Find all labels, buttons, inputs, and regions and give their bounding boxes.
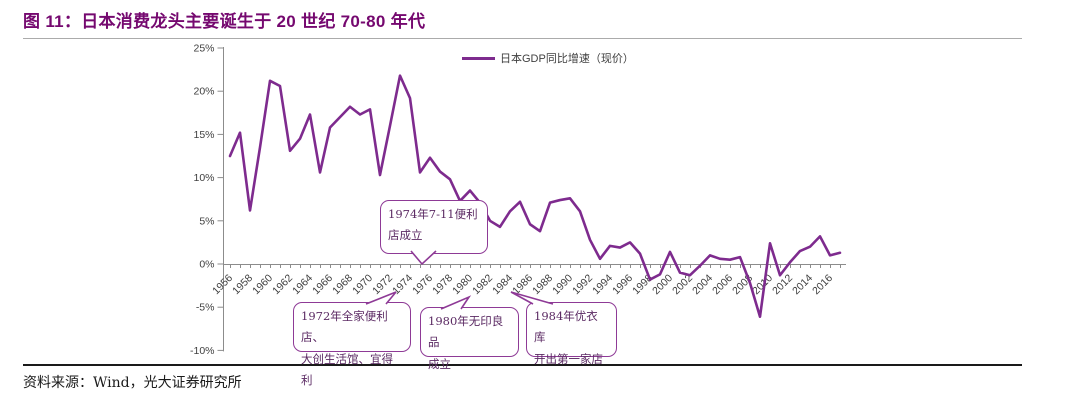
callout-text-line: 1974年7-11便利 <box>388 207 478 221</box>
x-axis-tick-label: 2006 <box>710 272 735 297</box>
y-axis-tick-label: 25% <box>193 43 214 55</box>
callout-1974-seven-eleven: 1974年7-11便利 店成立 <box>380 200 488 265</box>
y-axis-tick-label: 5% <box>199 215 214 227</box>
callout-1972-familymart-daiso-nitori: 1972年全家便利店、 大创生活馆、宜得利 <box>293 290 411 387</box>
callout-tail-up-right-icon <box>365 290 397 305</box>
source-divider <box>23 364 1022 366</box>
title-divider <box>23 38 1022 39</box>
y-axis-tick-label: -5% <box>196 302 215 314</box>
y-axis-tick-label: 0% <box>199 259 214 271</box>
x-axis-tick-label: 1976 <box>410 272 435 297</box>
x-axis-tick-label: 1982 <box>470 272 495 297</box>
x-axis-tick-label: 1958 <box>230 272 255 297</box>
callout-text-line: 1984年优衣库 <box>534 309 598 345</box>
legend-line-swatch <box>462 56 495 60</box>
x-axis-tick-label: 2016 <box>810 272 835 297</box>
callout-tail-up-left-icon <box>510 290 554 305</box>
chart-legend: 日本GDP同比增速（现价） <box>462 50 634 66</box>
x-axis-tick-label: 1962 <box>270 272 295 297</box>
legend-label: 日本GDP同比增速（现价） <box>500 53 634 65</box>
x-axis-tick-label: 1960 <box>250 272 275 297</box>
callout-1980-muji: 1980年无印良品 成立 <box>420 294 519 371</box>
gdp-growth-line-series <box>228 74 842 319</box>
x-axis-tick-label: 1992 <box>570 272 595 297</box>
callout-text-line: 店成立 <box>388 228 423 243</box>
figure-title: 图 11：日本消费龙头主要诞生于 20 世纪 70-80 年代 <box>23 12 426 31</box>
callout-text-line: 1972年全家便利店、 <box>301 309 388 345</box>
source-note: 资料来源：Wind，光大证券研究所 <box>23 375 242 391</box>
x-axis-tick-label: 1968 <box>330 272 355 297</box>
callout-text-line: 开出第一家店 <box>534 351 603 366</box>
callout-text-line: 1980年无印良品 <box>428 314 504 350</box>
callout-text-line: 大创生活馆、宜得利 <box>301 351 393 387</box>
x-axis-tick-label: 1978 <box>430 272 455 297</box>
x-axis-tick-label: 2000 <box>650 272 675 297</box>
callout-tail-down-icon <box>410 249 437 265</box>
y-axis-tick-label: 20% <box>193 86 214 98</box>
callout-tail-up-right-icon <box>440 294 472 310</box>
x-axis-tick-label: 1956 <box>210 272 235 297</box>
x-axis-tick-label: 1998 <box>630 272 655 297</box>
x-axis-tick-label: 1966 <box>310 272 335 297</box>
x-axis-tick-label: 1994 <box>590 272 615 297</box>
callout-text-line: 成立 <box>428 356 451 371</box>
x-axis-tick-label: 1996 <box>610 272 635 297</box>
x-axis-tick-label: 2014 <box>790 272 815 297</box>
x-axis-tick-label: 2012 <box>770 272 795 297</box>
x-axis-tick-label: 1980 <box>450 272 475 297</box>
x-axis-tick-label: 2004 <box>690 272 715 297</box>
y-axis-tick-label: -10% <box>190 345 215 357</box>
x-axis-tick-label: 1964 <box>290 272 315 297</box>
x-axis-tick-label: 2002 <box>670 272 695 297</box>
callout-1984-uniqlo: 1984年优衣库 开出第一家店 <box>510 290 617 366</box>
y-axis-tick-label: 10% <box>193 172 214 184</box>
y-axis-tick-label: 15% <box>193 129 214 141</box>
